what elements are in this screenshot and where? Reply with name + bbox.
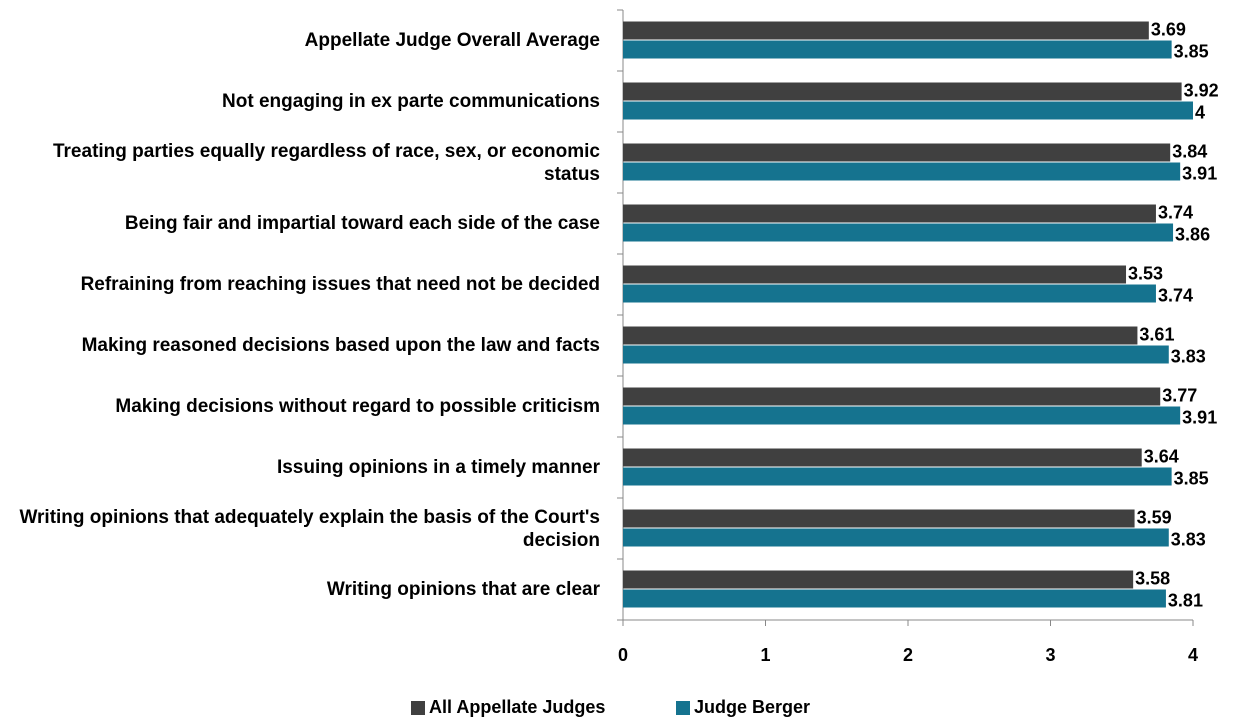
value-label: 3.86 (1175, 224, 1210, 244)
value-label: 3.81 (1168, 590, 1203, 610)
bar (623, 326, 1138, 345)
category-label: Issuing opinions in a timely manner (0, 437, 600, 498)
value-label: 3.64 (1144, 446, 1179, 466)
category-label: Writing opinions that adequately explain… (0, 498, 600, 559)
bar (623, 387, 1161, 406)
bar (623, 284, 1156, 303)
value-label: 3.77 (1162, 385, 1197, 405)
value-label: 3.85 (1174, 41, 1209, 61)
bar (623, 40, 1172, 59)
value-label: 3.83 (1171, 346, 1206, 366)
value-label: 3.83 (1171, 529, 1206, 549)
legend-swatch (676, 701, 690, 715)
bar (623, 21, 1149, 40)
x-tick-label: 2 (903, 645, 913, 665)
bar (623, 589, 1166, 608)
legend-label: Judge Berger (694, 697, 810, 717)
category-label: Making decisions without regard to possi… (0, 376, 600, 437)
bar (623, 570, 1134, 589)
value-label: 3.59 (1137, 507, 1172, 527)
category-text: Writing opinions that adequately explain… (19, 506, 600, 551)
value-label: 3.69 (1151, 19, 1186, 39)
bar (623, 265, 1127, 284)
x-tick-label: 4 (1188, 645, 1198, 665)
category-text: Writing opinions that are clear (326, 579, 600, 600)
bar (623, 204, 1156, 223)
category-text: Making reasoned decisions based upon the… (81, 335, 600, 356)
category-label: Being fair and impartial toward each sid… (0, 193, 600, 254)
bar (623, 162, 1181, 181)
category-text: Making decisions without regard to possi… (115, 396, 600, 417)
x-tick-label: 1 (760, 645, 770, 665)
category-text: Refraining from reaching issues that nee… (80, 274, 600, 295)
bar (623, 467, 1172, 486)
bar (623, 143, 1171, 162)
bar (623, 528, 1169, 547)
legend-swatch (411, 701, 425, 715)
value-label: 3.91 (1182, 163, 1217, 183)
bar (623, 223, 1174, 242)
value-label: 3.74 (1158, 285, 1193, 305)
category-text: Being fair and impartial toward each sid… (124, 213, 600, 234)
value-label: 4 (1195, 102, 1205, 122)
category-label: Making reasoned decisions based upon the… (0, 315, 600, 376)
bar (623, 345, 1169, 364)
value-label: 3.61 (1139, 324, 1174, 344)
category-label: Refraining from reaching issues that nee… (0, 254, 600, 315)
category-label: Writing opinions that are clear (0, 559, 600, 620)
x-tick-label: 0 (618, 645, 628, 665)
bar (623, 509, 1135, 528)
category-text: Issuing opinions in a timely manner (276, 457, 600, 478)
value-label: 3.85 (1174, 468, 1209, 488)
bar (623, 82, 1182, 101)
category-label: Appellate Judge Overall Average (0, 10, 600, 71)
value-label: 3.91 (1182, 407, 1217, 427)
category-text: Treating parties equally regardless of r… (52, 140, 600, 185)
value-label: 3.58 (1135, 568, 1170, 588)
legend-label: All Appellate Judges (429, 697, 605, 717)
bar (623, 406, 1181, 425)
value-label: 3.92 (1184, 80, 1219, 100)
value-label: 3.53 (1128, 263, 1163, 283)
category-text: Not engaging in ex parte communications (222, 91, 600, 112)
value-label: 3.74 (1158, 202, 1193, 222)
category-label: Treating parties equally regardless of r… (0, 132, 600, 193)
x-tick-label: 3 (1045, 645, 1055, 665)
bar (623, 448, 1142, 467)
category-text: Appellate Judge Overall Average (304, 30, 600, 51)
bar (623, 101, 1193, 120)
value-label: 3.84 (1172, 141, 1207, 161)
category-label: Not engaging in ex parte communications (0, 71, 600, 132)
